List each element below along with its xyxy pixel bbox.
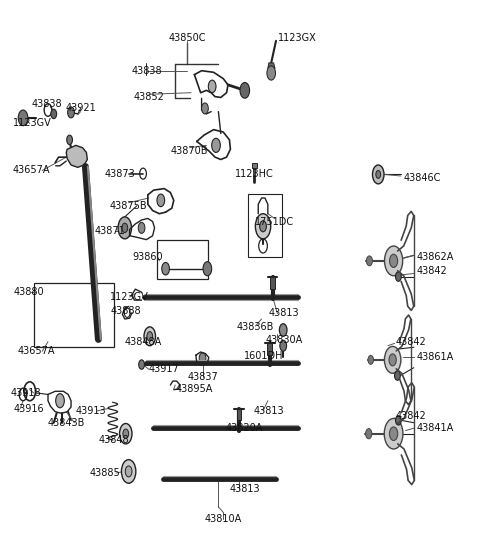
Circle shape <box>144 327 156 346</box>
Text: 43885: 43885 <box>89 468 120 478</box>
Text: 43820A: 43820A <box>225 423 263 433</box>
Text: 43870B: 43870B <box>171 146 208 156</box>
Text: 43813: 43813 <box>253 406 284 416</box>
Circle shape <box>279 324 287 336</box>
Text: 43861A: 43861A <box>417 353 454 362</box>
Circle shape <box>51 109 57 119</box>
Circle shape <box>56 394 64 408</box>
Text: 43873: 43873 <box>105 169 135 179</box>
Circle shape <box>376 170 381 178</box>
Polygon shape <box>270 277 275 289</box>
Text: 43842: 43842 <box>396 337 427 347</box>
Circle shape <box>203 262 212 276</box>
Circle shape <box>208 80 216 93</box>
Text: 93860: 93860 <box>132 252 163 262</box>
Circle shape <box>384 419 403 449</box>
Circle shape <box>125 466 132 477</box>
Text: 43848A: 43848A <box>124 337 162 347</box>
Circle shape <box>389 354 396 366</box>
Circle shape <box>212 138 220 152</box>
Text: 43917: 43917 <box>149 364 180 375</box>
Text: 43838: 43838 <box>131 65 162 76</box>
Circle shape <box>255 214 271 239</box>
Polygon shape <box>252 163 257 168</box>
Text: 43813: 43813 <box>229 483 260 494</box>
Text: 43810A: 43810A <box>204 514 242 524</box>
Circle shape <box>396 416 401 425</box>
Text: 43842: 43842 <box>396 411 427 421</box>
Circle shape <box>267 66 276 80</box>
Text: 43842: 43842 <box>417 266 447 276</box>
Circle shape <box>390 254 397 267</box>
Bar <box>157 240 208 279</box>
Text: 43850C: 43850C <box>168 32 206 43</box>
Text: 43916: 43916 <box>13 404 44 414</box>
Circle shape <box>121 460 136 483</box>
Text: 1123GV: 1123GV <box>110 292 149 302</box>
Text: 43848: 43848 <box>99 435 130 445</box>
Text: 43852: 43852 <box>133 92 164 102</box>
Circle shape <box>202 103 208 114</box>
Text: 1123GV: 1123GV <box>13 118 52 128</box>
Circle shape <box>260 221 266 232</box>
Circle shape <box>139 360 144 369</box>
Circle shape <box>280 340 287 351</box>
Text: 43837: 43837 <box>187 372 218 382</box>
Text: 43880: 43880 <box>13 287 44 298</box>
Text: 43843B: 43843B <box>48 417 85 428</box>
Circle shape <box>138 222 145 233</box>
Text: 1123GX: 1123GX <box>278 32 317 43</box>
Text: 43836B: 43836B <box>237 322 274 332</box>
Bar <box>34 283 114 347</box>
Circle shape <box>384 246 403 276</box>
Circle shape <box>18 110 28 126</box>
Text: 43841A: 43841A <box>417 423 454 433</box>
Circle shape <box>395 371 400 380</box>
Text: 43913: 43913 <box>76 406 107 416</box>
Circle shape <box>67 135 72 145</box>
Circle shape <box>122 223 128 233</box>
Circle shape <box>120 424 132 444</box>
Bar <box>248 194 282 257</box>
Text: 43875B: 43875B <box>110 201 147 211</box>
Text: 43862A: 43862A <box>417 252 454 262</box>
Circle shape <box>389 427 398 441</box>
Circle shape <box>162 262 169 275</box>
Circle shape <box>123 429 129 438</box>
Text: 1601DH: 1601DH <box>244 351 284 361</box>
Text: 43813: 43813 <box>269 309 300 318</box>
Text: 43657A: 43657A <box>12 166 50 175</box>
Circle shape <box>366 256 372 266</box>
Text: 43846C: 43846C <box>403 173 441 183</box>
Circle shape <box>240 82 250 98</box>
Text: 43918: 43918 <box>10 388 41 398</box>
Circle shape <box>372 165 384 184</box>
Polygon shape <box>237 409 241 420</box>
Text: 43838: 43838 <box>32 98 62 109</box>
Text: 43657A: 43657A <box>17 346 55 356</box>
Circle shape <box>368 355 373 364</box>
Text: 43888: 43888 <box>110 306 141 316</box>
Circle shape <box>396 272 401 281</box>
Circle shape <box>384 346 401 373</box>
Circle shape <box>157 194 165 207</box>
Text: 1123HC: 1123HC <box>235 169 274 179</box>
Circle shape <box>68 107 74 118</box>
Text: 43871: 43871 <box>94 226 125 236</box>
Polygon shape <box>66 145 87 167</box>
Circle shape <box>118 217 132 239</box>
Circle shape <box>199 353 206 364</box>
Polygon shape <box>268 63 275 68</box>
Text: 1751DC: 1751DC <box>255 217 294 227</box>
Text: 43921: 43921 <box>65 103 96 113</box>
Circle shape <box>147 332 153 341</box>
Text: 43830A: 43830A <box>265 335 303 345</box>
Circle shape <box>366 428 372 439</box>
Polygon shape <box>267 343 272 355</box>
Text: 43895A: 43895A <box>175 384 213 394</box>
Circle shape <box>72 149 82 165</box>
